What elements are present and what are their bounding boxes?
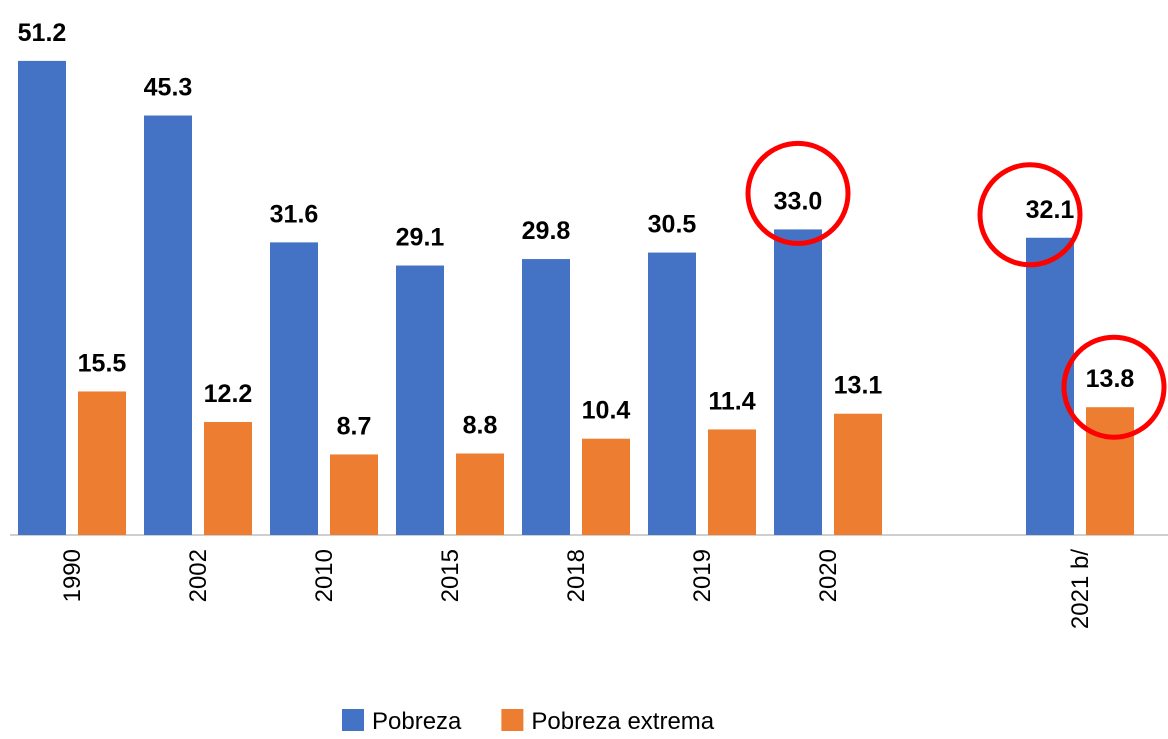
highlight-circle: [745, 140, 851, 246]
bar: [834, 413, 882, 535]
value-label: 32.1: [1026, 196, 1075, 224]
value-label: 11.4: [708, 387, 755, 415]
value-label: 8.7: [337, 412, 372, 440]
value-label: 33.0: [774, 187, 823, 215]
legend-label: Pobreza extrema: [531, 708, 714, 735]
bar: [708, 429, 756, 535]
value-label: 29.1: [396, 224, 445, 252]
value-label: 29.8: [522, 217, 571, 245]
legend-swatch: [501, 709, 524, 731]
value-label: 10.4: [582, 397, 631, 425]
value-label: 31.6: [270, 200, 319, 228]
bar: [396, 265, 444, 535]
value-label: 45.3: [144, 74, 193, 102]
bar: [1026, 237, 1074, 535]
x-tick-label: 2019: [689, 549, 716, 602]
highlight-circle: [1061, 334, 1167, 440]
bar: [582, 438, 630, 535]
legend-swatch: [342, 709, 364, 731]
bar: [456, 453, 504, 535]
x-tick-label: 2002: [185, 549, 212, 602]
bar: [78, 391, 126, 535]
x-tick-label: 2018: [563, 549, 590, 602]
bar: [144, 115, 192, 535]
x-tick-label: 2015: [437, 549, 464, 602]
bar: [648, 252, 696, 535]
highlight-circle: [977, 162, 1083, 268]
x-tick-label: 1990: [59, 549, 86, 602]
x-tick-label: 2010: [311, 549, 338, 602]
value-label: 12.2: [204, 380, 253, 408]
bar: [1086, 407, 1134, 535]
x-tick-label: 2020: [815, 549, 842, 602]
value-label: 8.8: [463, 412, 498, 440]
value-label: 15.5: [78, 349, 127, 377]
value-label: 13.1: [834, 372, 883, 400]
bar: [18, 60, 66, 535]
bar: [270, 242, 318, 535]
bar: [330, 454, 378, 535]
bar: [774, 229, 822, 536]
value-label: 30.5: [648, 211, 697, 239]
value-label: 51.2: [18, 19, 67, 47]
legend-label: Pobreza: [372, 708, 462, 735]
value-label: 13.8: [1086, 365, 1135, 393]
x-tick-label: 2021 b/: [1067, 549, 1094, 629]
bar: [204, 422, 252, 535]
bar: [522, 259, 570, 535]
